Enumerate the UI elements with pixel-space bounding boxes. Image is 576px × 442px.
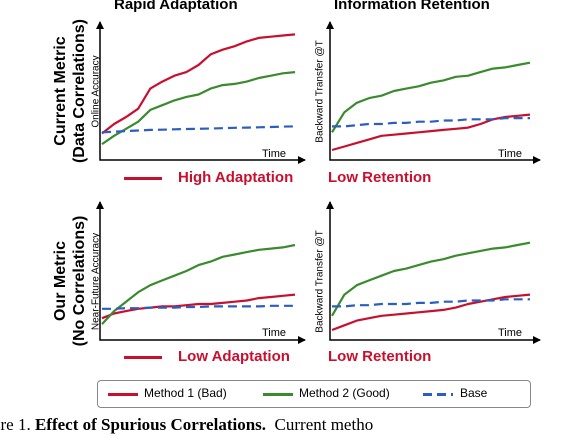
- caption-rest: Current metho: [274, 415, 374, 434]
- column-title-rapid-adaptation: Rapid Adaptation: [114, 0, 238, 13]
- y-arrow-top-left: [96, 21, 104, 29]
- axes-bottom-left: [99, 202, 305, 341]
- legend-swatch-base: [423, 393, 453, 396]
- x-label-time-bottom-right: Time: [498, 327, 523, 339]
- series-method1-bottom-right: [331, 293, 531, 332]
- x-arrow-top-right: [533, 156, 541, 164]
- axes-top-left: [99, 22, 305, 161]
- series-method2-top-left: [101, 71, 296, 146]
- x-label-time-top-right: Time: [498, 148, 523, 160]
- series-base-bottom-left: [102, 304, 295, 310]
- verdict-high-adaptation: High Adaptation: [178, 169, 294, 186]
- x-arrow-bottom-left: [298, 336, 306, 344]
- series-base-top-left: [101, 125, 296, 134]
- panel-bottom-left: [96, 201, 306, 344]
- column-title-information-retention: Information Retention: [334, 0, 490, 13]
- panel-bottom-right: [326, 201, 541, 344]
- legend: Method 1 (Bad) Method 2 (Good) Base: [97, 380, 531, 408]
- series-method1-bottom-left: [101, 293, 296, 320]
- panel-top-left: [96, 21, 306, 164]
- figure-caption: ure 1. Effect of Spurious Correlations. …: [0, 415, 373, 435]
- legend-swatch-method2: [263, 393, 293, 396]
- series-base-bottom-right: [332, 298, 530, 308]
- verdict-low-retention-bottom: Low Retention: [328, 348, 432, 365]
- y-arrow-bottom-left: [96, 201, 104, 209]
- legend-label-method1: Method 1 (Bad): [144, 386, 227, 400]
- series-method2-bottom-right: [331, 241, 531, 317]
- caption-prefix: ure 1.: [0, 415, 31, 434]
- x-arrow-top-left: [298, 156, 306, 164]
- x-label-time-top-left: Time: [262, 148, 287, 160]
- panel-top-right: [326, 21, 541, 164]
- caption-bold: Effect of Spurious Correlations.: [34, 415, 267, 434]
- series-method2-top-right: [331, 61, 531, 133]
- verdict-low-adaptation: Low Adaptation: [178, 348, 290, 365]
- legend-swatch-method1: [108, 393, 138, 396]
- series-method1-top-left: [101, 33, 296, 135]
- x-label-time-bottom-left: Time: [262, 327, 287, 339]
- legend-label-base: Base: [460, 386, 488, 400]
- y-arrow-top-right: [326, 21, 334, 29]
- axes-bottom-right: [329, 202, 540, 341]
- axes-top-right: [329, 22, 540, 161]
- y-arrow-bottom-right: [326, 201, 334, 209]
- verdict-line-top: [124, 177, 162, 180]
- verdict-low-retention-top: Low Retention: [328, 169, 432, 186]
- series-method2-bottom-left: [101, 243, 296, 325]
- verdict-line-bottom: [124, 356, 162, 359]
- legend-label-method2: Method 2 (Good): [299, 386, 390, 400]
- series-method1-top-right: [331, 113, 531, 152]
- x-arrow-bottom-right: [533, 336, 541, 344]
- series-base-top-right: [332, 117, 530, 128]
